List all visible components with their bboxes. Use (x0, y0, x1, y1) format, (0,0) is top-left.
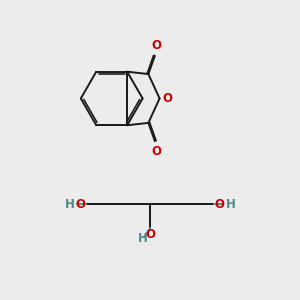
Text: O: O (151, 39, 161, 52)
Text: H: H (138, 232, 148, 245)
Text: O: O (215, 198, 225, 211)
Text: O: O (145, 228, 155, 241)
Text: O: O (163, 92, 172, 105)
Text: H: H (64, 198, 74, 211)
Text: O: O (75, 198, 85, 211)
Text: H: H (226, 198, 236, 211)
Text: O: O (151, 145, 161, 158)
